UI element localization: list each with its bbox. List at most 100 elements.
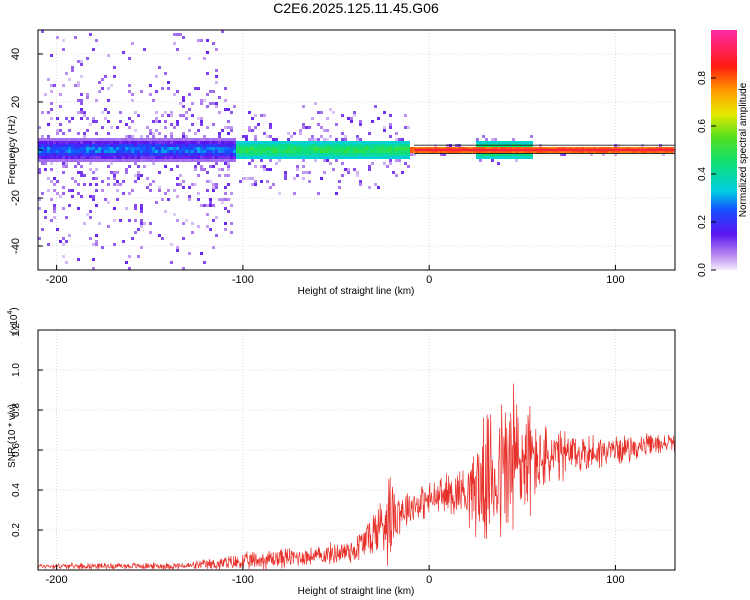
spectrogram-cell	[509, 141, 512, 144]
spectrogram-cell	[164, 72, 167, 75]
spectrogram-cell	[443, 150, 446, 153]
spectrogram-cell	[212, 147, 215, 150]
spectrogram-cell	[50, 117, 53, 120]
spectrogram-cell	[311, 135, 314, 138]
spectrogram-cell	[71, 147, 74, 150]
spectrogram-cell	[386, 141, 389, 144]
spectrogram-cell	[83, 150, 86, 153]
spectrogram-cell	[188, 153, 191, 156]
spectrogram-cell	[299, 141, 302, 144]
spectrogram-cell	[209, 198, 212, 201]
spectrogram-cell	[164, 210, 167, 213]
spectrogram-y-tick-label: -40	[10, 238, 22, 254]
spectrogram-cell	[389, 141, 392, 144]
spectrogram-cell	[164, 144, 167, 147]
spectrogram-cell	[170, 132, 173, 135]
spectrogram-cell	[50, 153, 53, 156]
spectrogram-cell	[296, 144, 299, 147]
spectrogram-cell	[437, 150, 440, 153]
spectrogram-cell	[134, 138, 137, 141]
spectrogram-cell	[392, 141, 395, 144]
spectrogram-cell	[560, 150, 563, 153]
spectrogram-cell	[404, 141, 407, 144]
spectrogram-cell	[83, 141, 86, 144]
spectrogram-cell	[185, 117, 188, 120]
spectrogram-cell	[320, 126, 323, 129]
spectrogram-cell	[407, 153, 410, 156]
spectrogram-cell	[119, 141, 122, 144]
spectrogram-cell	[155, 117, 158, 120]
spectrogram-cell	[191, 144, 194, 147]
spectrogram-cell	[176, 33, 179, 36]
spectrogram-cell	[236, 156, 239, 159]
spectrogram-cell	[89, 210, 92, 213]
spectrogram-cell	[53, 141, 56, 144]
spectrogram-cell	[227, 108, 230, 111]
spectrogram-cell	[146, 177, 149, 180]
spectrogram-cell	[479, 141, 482, 144]
spectrogram-cell	[176, 147, 179, 150]
spectrogram-cell	[167, 156, 170, 159]
spectrogram-cell	[47, 189, 50, 192]
spectrogram-cell	[152, 156, 155, 159]
spectrogram-cell	[116, 153, 119, 156]
spectrogram-cell	[191, 147, 194, 150]
spectrogram-cell	[200, 156, 203, 159]
spectrogram-cell	[509, 147, 512, 150]
spectrogram-cell	[251, 129, 254, 132]
spectrogram-cell	[227, 138, 230, 141]
spectrogram-cell	[128, 192, 131, 195]
spectrogram-cell	[146, 138, 149, 141]
spectrogram-cell	[284, 171, 287, 174]
spectrogram-cell	[356, 135, 359, 138]
spectrogram-cell	[128, 267, 131, 270]
spectrogram-cell	[650, 150, 653, 153]
spectrogram-cell	[500, 150, 503, 153]
spectrogram-cell	[311, 117, 314, 120]
spectrogram-cell	[239, 180, 242, 183]
spectrogram-cell	[152, 180, 155, 183]
spectrogram-cell	[206, 153, 209, 156]
spectrogram-cell	[260, 144, 263, 147]
colorbar-tick-label: 0.8	[697, 71, 708, 85]
spectrogram-cell	[200, 138, 203, 141]
spectrogram-cell	[62, 165, 65, 168]
spectrogram-cell	[77, 84, 80, 87]
spectrogram-cell	[140, 156, 143, 159]
spectrogram-cell	[164, 165, 167, 168]
spectrogram-cell	[71, 144, 74, 147]
spectrogram-cell	[200, 150, 203, 153]
spectrogram-cell	[350, 120, 353, 123]
colorbar-tick-label: 0.2	[697, 215, 708, 229]
spectrogram-cell	[320, 135, 323, 138]
spectrogram-cell	[368, 186, 371, 189]
spectrogram-cell	[182, 135, 185, 138]
spectrogram-cell	[410, 150, 413, 153]
spectrogram-cell	[62, 141, 65, 144]
spectrogram-cell	[65, 144, 68, 147]
spectrogram-cell	[71, 117, 74, 120]
spectrogram-cell	[224, 141, 227, 144]
spectrogram-cell	[227, 174, 230, 177]
spectrogram-cell	[476, 156, 479, 159]
spectrogram-cell	[236, 147, 239, 150]
spectrogram-cell	[95, 153, 98, 156]
spectrogram-cell	[62, 147, 65, 150]
spectrogram-cell	[218, 156, 221, 159]
spectrogram-cell	[329, 156, 332, 159]
spectrogram-cell	[224, 153, 227, 156]
spectrogram-cell	[161, 159, 164, 162]
spectrogram-cell	[302, 177, 305, 180]
spectrogram-cell	[212, 246, 215, 249]
spectrogram-cell	[305, 126, 308, 129]
spectrogram-cell	[509, 153, 512, 156]
spectrogram-cell	[356, 171, 359, 174]
spectrogram-cell	[215, 144, 218, 147]
spectrogram-cell	[386, 153, 389, 156]
spectrogram-cell	[182, 147, 185, 150]
spectrogram-cell	[506, 150, 509, 153]
spectrogram-cell	[140, 138, 143, 141]
spectrogram-cell	[389, 162, 392, 165]
spectrogram-cell	[383, 129, 386, 132]
spectrogram-cell	[143, 159, 146, 162]
